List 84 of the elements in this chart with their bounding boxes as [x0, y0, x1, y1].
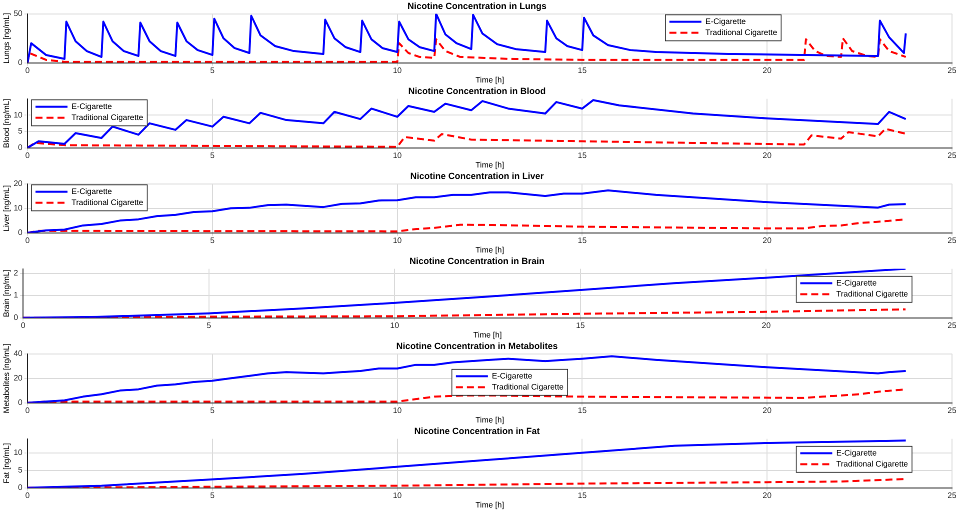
line-series — [28, 128, 907, 148]
legend-label: Traditional Cigarette — [72, 113, 144, 122]
y-tick-label: 5 — [18, 466, 24, 475]
x-tick-label: 15 — [578, 150, 588, 160]
y-tick-label: 1 — [14, 290, 19, 300]
x-tick-label: 0 — [25, 406, 30, 415]
x-tick-label: 10 — [392, 490, 402, 500]
y-axis-title: Liver [ng/mL] — [2, 185, 12, 232]
x-tick-label: 25 — [948, 490, 957, 500]
y-tick-label: 0 — [18, 143, 24, 152]
legend-label: E-Cigarette — [492, 372, 533, 381]
x-tick-label: 0 — [25, 236, 30, 245]
legend-label: Traditional Cigarette — [705, 28, 778, 38]
x-tick-label: 20 — [762, 236, 772, 245]
x-tick-label: 10 — [392, 66, 402, 75]
chart-title: Nicotine Concentration in Metabolites — [396, 340, 558, 351]
x-tick-label: 0 — [25, 150, 30, 160]
y-tick-label: 10 — [14, 204, 24, 213]
legend-label: E-Cigarette — [72, 102, 113, 112]
x-tick-label: 5 — [210, 236, 216, 245]
x-tick-label: 0 — [25, 490, 30, 500]
x-tick-label: 20 — [762, 320, 772, 330]
y-tick-label: 0 — [18, 228, 24, 238]
x-tick-label: 10 — [392, 236, 402, 245]
y-axis-title: Blood [ng/mL] — [2, 98, 12, 148]
y-axis-title: Fat [ng/mL] — [2, 443, 12, 484]
chart-title: Nicotine Concentration in Lungs — [408, 0, 546, 11]
chart-title: Nicotine Concentration in Fat — [414, 426, 540, 436]
x-tick-label: 0 — [25, 66, 30, 75]
x-tick-label: 15 — [578, 236, 588, 245]
y-tick-label: 40 — [14, 349, 24, 358]
y-tick-label: 0 — [18, 398, 24, 408]
y-axis-title: Brain [ng/mL] — [2, 270, 12, 318]
x-tick-label: 10 — [390, 320, 400, 330]
x-tick-label: 10 — [392, 150, 402, 160]
legend-label: E-Cigarette — [72, 187, 113, 196]
y-tick-label: 10 — [14, 110, 24, 120]
y-tick-label: 5 — [18, 126, 24, 136]
y-tick-label: 0 — [18, 483, 24, 492]
x-tick-label: 15 — [578, 490, 588, 500]
chart-title: Nicotine Concentration in Brain — [409, 256, 545, 266]
legend-label: Traditional Cigarette — [72, 198, 144, 208]
y-tick-label: 50 — [14, 9, 24, 18]
x-tick-label: 20 — [762, 150, 772, 160]
legend-label: E-Cigarette — [836, 278, 878, 288]
legend-label: Traditional Cigarette — [836, 290, 909, 299]
chart-title: Nicotine Concentration in Liver — [410, 170, 544, 181]
x-tick-label: 5 — [206, 320, 212, 330]
y-tick-label: 10 — [14, 448, 24, 458]
y-axis-title: Lungs [ng/mL] — [2, 12, 12, 64]
x-tick-label: 25 — [948, 150, 957, 160]
legend-label: E-Cigarette — [705, 17, 746, 26]
x-tick-label: 25 — [948, 236, 957, 245]
x-tick-label: 15 — [578, 406, 588, 415]
x-tick-label: 20 — [762, 406, 772, 415]
x-axis-title: Time [h] — [475, 245, 504, 254]
x-tick-label: 25 — [948, 406, 957, 415]
x-tick-label: 5 — [210, 66, 216, 75]
legend-label: E-Cigarette — [836, 448, 878, 458]
y-tick-label: 0 — [18, 58, 24, 68]
x-axis-title: Time [h] — [475, 415, 504, 424]
x-axis-title: Time [h] — [475, 500, 504, 510]
x-tick-label: 10 — [392, 406, 402, 415]
x-tick-label: 5 — [210, 406, 216, 415]
x-axis-title: Time [h] — [475, 75, 504, 84]
x-tick-label: 5 — [210, 490, 216, 500]
x-tick-label: 15 — [578, 66, 588, 75]
x-axis-title: Time [h] — [475, 160, 504, 170]
x-tick-label: 5 — [210, 150, 216, 160]
legend-label: Traditional Cigarette — [492, 382, 564, 392]
x-tick-label: 25 — [948, 66, 957, 75]
legend-label: Traditional Cigarette — [836, 460, 909, 469]
x-tick-label: 20 — [762, 490, 772, 500]
x-tick-label: 20 — [762, 66, 772, 75]
line-series — [28, 37, 907, 63]
y-tick-label: 2 — [14, 268, 19, 278]
y-tick-label: 20 — [14, 374, 24, 383]
y-tick-label: 20 — [14, 179, 24, 188]
chart-title: Nicotine Concentration in Blood — [408, 86, 546, 96]
y-axis-title: Metabolites [ng/mL] — [2, 343, 12, 414]
x-axis-title: Time [h] — [473, 330, 502, 340]
x-tick-label: 25 — [948, 320, 957, 330]
x-tick-label: 15 — [576, 320, 586, 330]
y-tick-label: 0 — [14, 313, 19, 322]
